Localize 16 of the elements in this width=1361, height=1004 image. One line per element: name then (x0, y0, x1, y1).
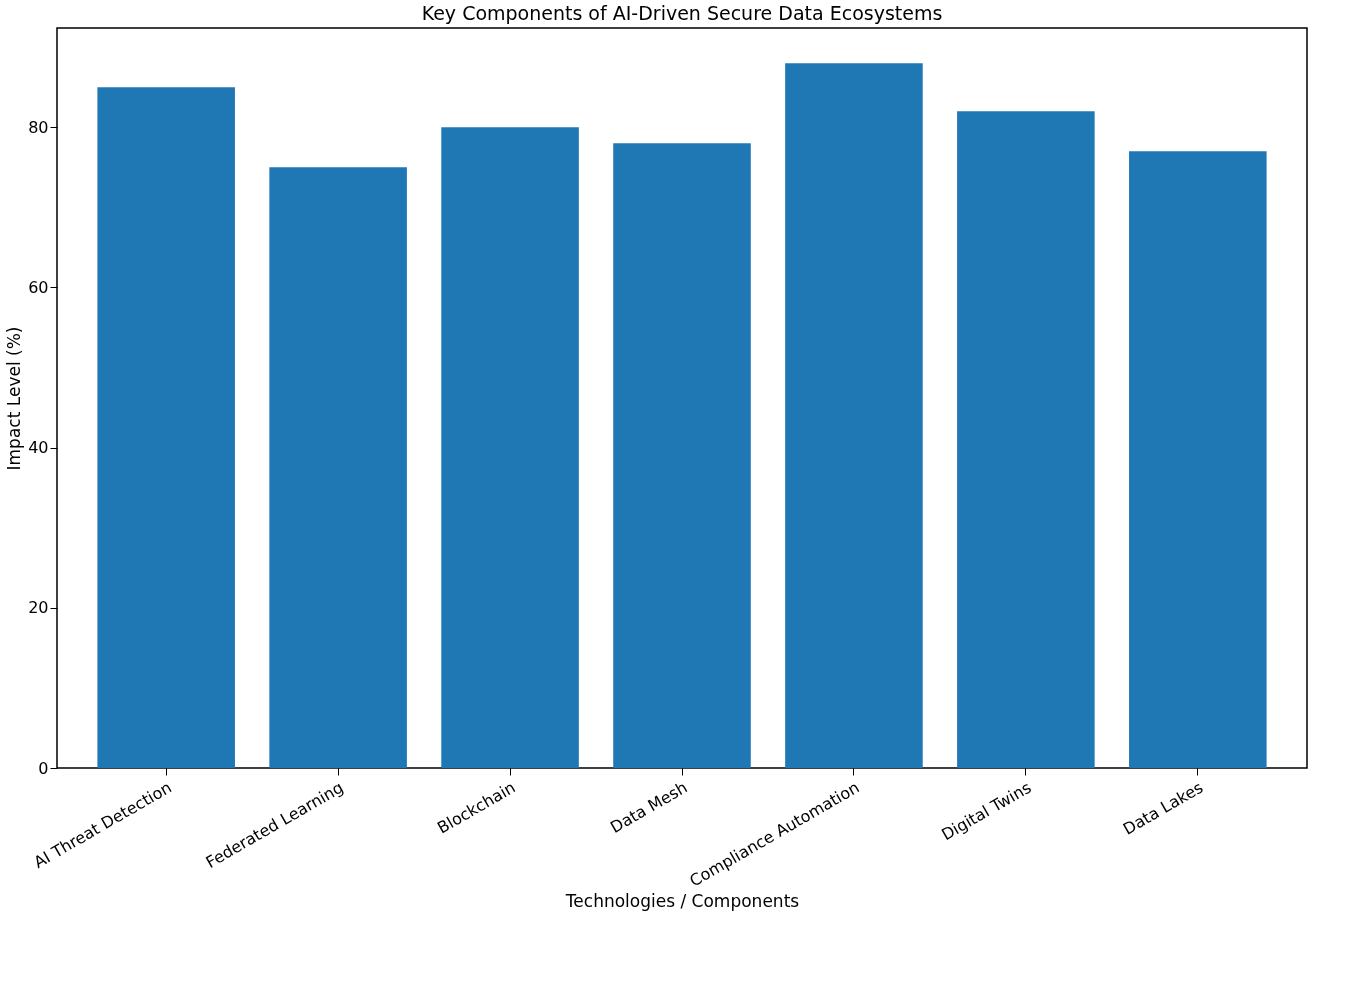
bar (97, 87, 235, 768)
bar (441, 127, 579, 768)
y-tick-label: 60 (28, 277, 49, 297)
y-tick-label: 20 (28, 598, 49, 618)
x-tick-label: Data Mesh (607, 777, 691, 837)
y-tick-label: 0 (38, 758, 49, 778)
y-tick-label: 40 (28, 438, 49, 458)
chart-title: Key Components of AI-Driven Secure Data Ecosystems (421, 2, 943, 24)
bar (785, 63, 923, 768)
bar (269, 167, 407, 768)
y-axis-title: Impact Level (%) (4, 326, 25, 471)
y-tick-label: 80 (28, 117, 49, 137)
bar (1129, 151, 1267, 768)
bar (613, 143, 751, 768)
x-axis-title: Technologies / Components (564, 890, 800, 911)
bar (957, 111, 1095, 768)
